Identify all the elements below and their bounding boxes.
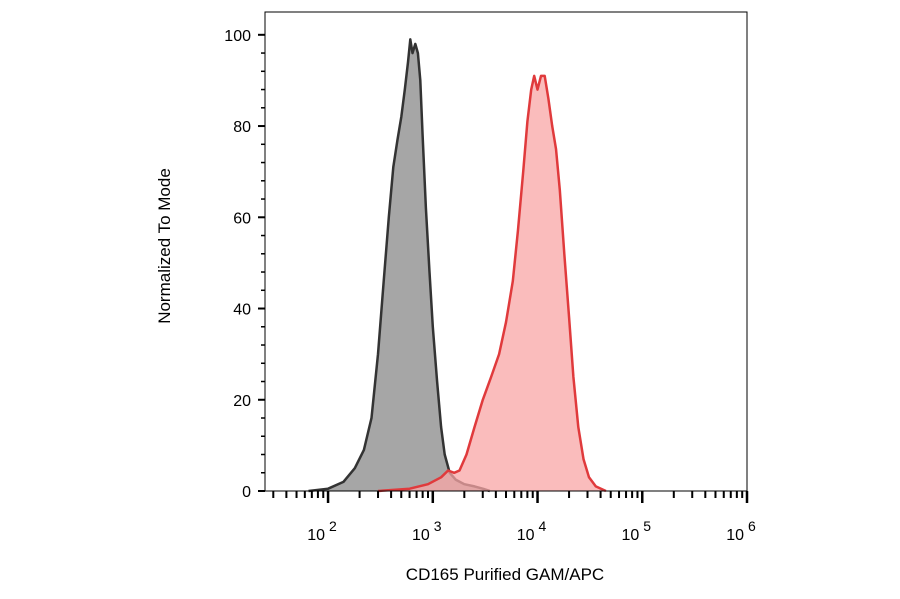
y-tick-label: 60	[233, 210, 251, 227]
series-0-fill	[308, 39, 490, 492]
x-tick-label: 106	[726, 518, 756, 544]
y-tick-label: 0	[242, 484, 251, 501]
y-tick-label: 20	[233, 393, 251, 410]
axis-layer: 0 20 40 60 80 100 102 103 104 105 106	[224, 28, 756, 544]
x-axis-label: CD165 Purified GAM/APC	[406, 565, 604, 584]
x-tick-label: 103	[412, 518, 442, 544]
series-1-fill	[378, 75, 606, 492]
series-layer	[308, 38, 607, 493]
x-tick-label: 105	[621, 518, 651, 544]
y-tick-label: 100	[224, 28, 251, 45]
series-1-line	[377, 74, 607, 493]
y-tick-label: 40	[233, 302, 251, 319]
y-axis-label: Normalized To Mode	[155, 168, 174, 324]
x-tick-label: 102	[307, 518, 337, 544]
x-tick-label: 104	[517, 518, 547, 544]
y-tick-label: 80	[233, 119, 251, 136]
